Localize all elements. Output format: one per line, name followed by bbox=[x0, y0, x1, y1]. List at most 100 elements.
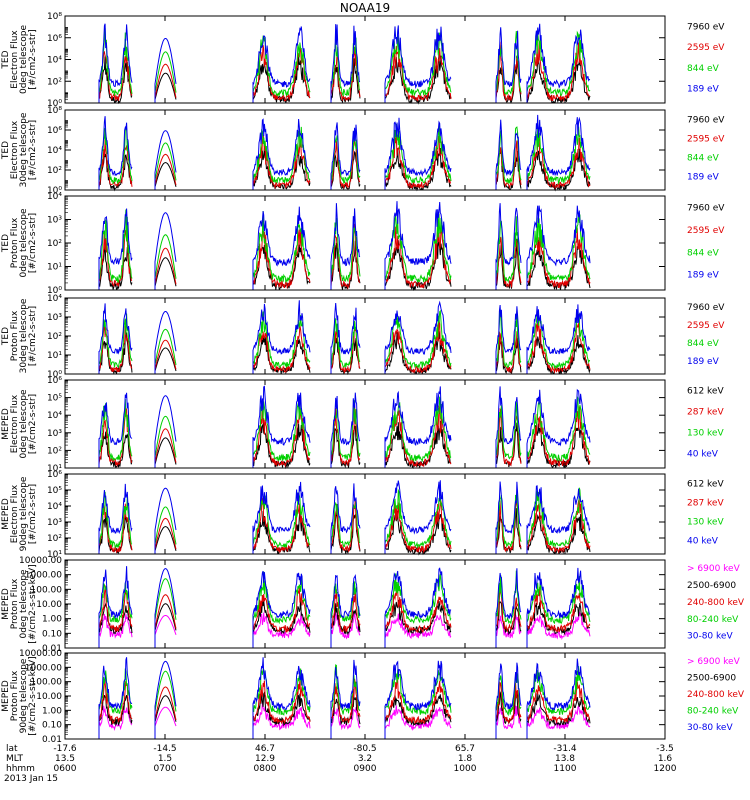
trace-blue bbox=[384, 300, 452, 374]
ytick-label: 0.01 bbox=[42, 644, 62, 654]
panel-8: 0.01 0.10 1.00 10.00 100.00 1000.00 10000.00ME… bbox=[1, 649, 745, 745]
xaxis-value: 46.7 bbox=[255, 744, 275, 754]
ytick-label: 10⁶ bbox=[47, 470, 62, 480]
ytick-label: 10¹ bbox=[47, 263, 62, 273]
trace-green bbox=[330, 501, 361, 554]
trace-green bbox=[495, 216, 522, 290]
trace-red bbox=[384, 588, 452, 648]
trace-blue bbox=[384, 386, 452, 468]
panel-1: 10⁰ 10² 10⁴ 10⁶ 10⁸ TEDElectron Flux0deg tele… bbox=[1, 12, 725, 109]
trace-red bbox=[98, 139, 133, 190]
legend-entry: 7960 eV bbox=[687, 115, 725, 125]
xaxis-value: 13.8 bbox=[555, 754, 575, 764]
xaxis-value: 1.5 bbox=[158, 754, 172, 764]
trace-red bbox=[154, 153, 177, 190]
ytick-label: 10² bbox=[47, 534, 62, 544]
trace-blue bbox=[526, 658, 591, 739]
y-axis-title: TEDProton Flux0deg telescope[#/cm2-s-str… bbox=[1, 208, 38, 278]
trace-blue bbox=[154, 568, 177, 648]
trace-red bbox=[384, 136, 452, 190]
trace-blue bbox=[98, 116, 133, 190]
ytick-label: 10³ bbox=[47, 429, 62, 439]
trace-magenta bbox=[154, 706, 177, 739]
xaxis-value: 0700 bbox=[154, 764, 177, 774]
trace-blue bbox=[526, 114, 591, 190]
trace-green bbox=[98, 491, 133, 554]
xaxis-value: 1100 bbox=[554, 764, 577, 774]
trace-green bbox=[384, 123, 452, 190]
trace-blue bbox=[154, 212, 177, 290]
trace-green bbox=[330, 400, 361, 468]
trace-black bbox=[252, 336, 311, 375]
xaxis-value: 12.9 bbox=[255, 754, 275, 764]
trace-green bbox=[154, 234, 177, 290]
legend-entry: 240-800 keV bbox=[687, 690, 745, 700]
trace-black bbox=[526, 335, 591, 375]
trace-blue bbox=[526, 388, 591, 468]
ytick-label: 10¹ bbox=[47, 550, 62, 560]
xaxis-value: 0800 bbox=[254, 764, 277, 774]
trace-blue bbox=[526, 567, 591, 648]
trace-green bbox=[154, 506, 177, 554]
trace-red bbox=[154, 517, 177, 554]
trace-green bbox=[154, 670, 177, 739]
trace-green bbox=[330, 317, 361, 374]
trace-red bbox=[98, 325, 133, 374]
xaxis-row-label: MLT bbox=[6, 754, 24, 764]
trace-blue bbox=[330, 24, 361, 103]
trace-red bbox=[495, 236, 522, 290]
trace-magenta bbox=[330, 707, 361, 739]
trace-green bbox=[526, 126, 591, 190]
legend-entry: 40 keV bbox=[687, 449, 719, 459]
trace-magenta bbox=[252, 611, 311, 648]
trace-blue bbox=[252, 118, 311, 190]
legend-entry: 40 keV bbox=[687, 537, 719, 547]
chart-title: NOAA19 bbox=[340, 1, 390, 15]
trace-magenta bbox=[98, 705, 133, 739]
ytick-label: 10000.00 bbox=[19, 649, 62, 659]
legend-entry: 2595 eV bbox=[687, 226, 725, 236]
trace-red bbox=[330, 678, 361, 739]
trace-red bbox=[526, 681, 591, 739]
panel-4: 10⁰ 10¹ 10² 10³ 10⁴ TEDProton Flux30deg teles… bbox=[1, 294, 725, 380]
trace-blue bbox=[154, 395, 177, 468]
ytick-label: 10.00 bbox=[36, 692, 62, 702]
y-axis-title: MEPEDProton Flux90deg telescope[#/cm2-s-… bbox=[1, 656, 38, 735]
trace-blue bbox=[330, 483, 361, 554]
trace-blue bbox=[495, 481, 522, 554]
trace-red bbox=[154, 428, 177, 468]
trace-magenta bbox=[330, 611, 361, 648]
trace-blue bbox=[330, 203, 361, 290]
ytick-label: 10² bbox=[47, 332, 62, 342]
trace-green bbox=[384, 32, 452, 103]
trace-blue bbox=[526, 23, 591, 103]
ytick-label: 10³ bbox=[47, 216, 62, 226]
ytick-label: 10.00 bbox=[36, 600, 62, 610]
legend-entry: 7960 eV bbox=[687, 204, 725, 214]
trace-black bbox=[154, 437, 177, 468]
trace-red bbox=[330, 405, 361, 468]
trace-black bbox=[526, 693, 591, 739]
trace-black bbox=[98, 695, 133, 739]
trace-black bbox=[495, 601, 522, 648]
trace-black bbox=[330, 58, 361, 104]
trace-red bbox=[252, 407, 311, 468]
trace-green bbox=[495, 126, 522, 190]
trace-blue bbox=[98, 392, 133, 468]
ytick-label: 1000.00 bbox=[25, 663, 62, 673]
trace-green bbox=[252, 210, 311, 290]
ytick-label: 10² bbox=[47, 77, 62, 87]
xaxis-value: -80.5 bbox=[353, 744, 376, 754]
trace-blue bbox=[495, 203, 522, 290]
legend-entry: 844 eV bbox=[687, 339, 720, 349]
trace-blue bbox=[252, 570, 311, 648]
trace-blue bbox=[330, 574, 361, 648]
trace-green bbox=[98, 209, 133, 290]
trace-blue bbox=[252, 26, 311, 103]
trace-black bbox=[330, 425, 361, 469]
trace-red bbox=[154, 686, 177, 739]
trace-blue bbox=[384, 567, 452, 648]
xaxis-value: 1.8 bbox=[458, 754, 473, 764]
trace-red bbox=[252, 325, 311, 374]
ytick-label: 10⁸ bbox=[47, 106, 62, 116]
